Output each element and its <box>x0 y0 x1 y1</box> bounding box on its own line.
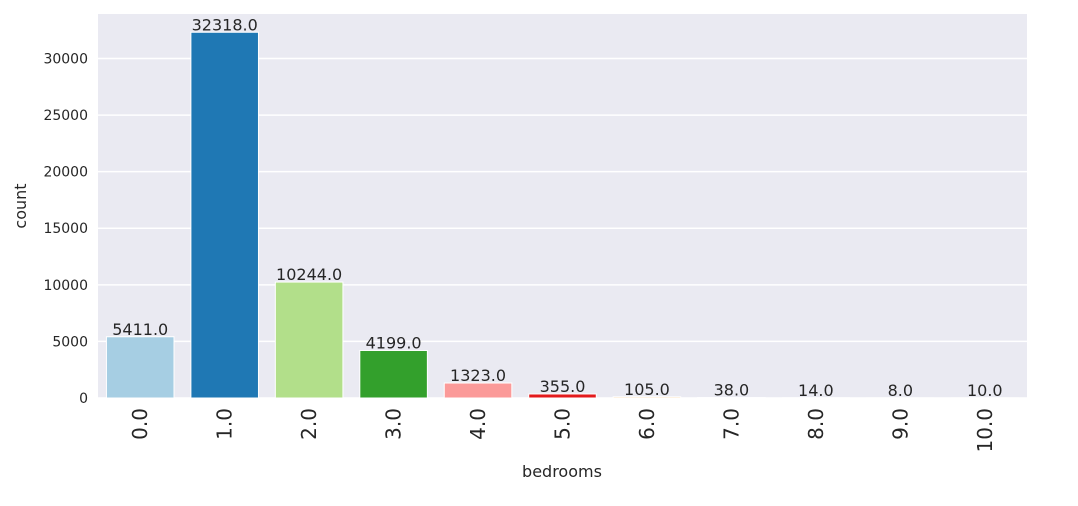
bar <box>359 349 428 399</box>
bar <box>443 382 513 399</box>
x-axis-label: bedrooms <box>522 462 602 481</box>
x-tick-label: 9.0 <box>888 408 912 440</box>
x-tick-label: 4.0 <box>466 408 490 440</box>
bar-value-label: 105.0 <box>624 380 670 399</box>
y-tick-label: 5000 <box>52 334 88 350</box>
bar-value-label: 10244.0 <box>276 265 342 284</box>
y-tick-label: 30000 <box>43 51 88 67</box>
y-axis-label: count <box>11 183 30 228</box>
bar-value-label: 14.0 <box>798 381 834 400</box>
x-tick-label: 0.0 <box>128 408 152 440</box>
y-tick-label: 25000 <box>43 108 88 124</box>
bar <box>612 396 682 399</box>
bar-value-label: 5411.0 <box>112 320 168 339</box>
x-tick-label: 10.0 <box>973 408 997 453</box>
x-tick-label: 6.0 <box>635 408 659 440</box>
bar <box>105 336 175 399</box>
bar <box>274 281 344 399</box>
y-tick-label: 15000 <box>43 221 88 237</box>
bar <box>528 393 597 399</box>
bar-value-label: 355.0 <box>540 377 586 396</box>
x-tick-label: 1.0 <box>213 408 237 440</box>
bar-value-label: 8.0 <box>888 381 913 400</box>
bar <box>190 31 259 399</box>
bar-value-label: 1323.0 <box>450 366 506 385</box>
x-tick-label: 5.0 <box>551 408 575 440</box>
x-tick-label: 2.0 <box>297 408 321 440</box>
y-axis-ticks: 0 5000 10000 15000 20000 25000 30000 <box>43 51 88 407</box>
y-tick-label: 0 <box>79 391 88 407</box>
bar-value-label: 32318.0 <box>192 15 258 34</box>
y-tick-label: 20000 <box>43 165 88 181</box>
data-labels: 5411.0 32318.0 10244.0 4199.0 1323.0 355.0 105… <box>112 15 1002 400</box>
x-tick-label: 3.0 <box>382 408 406 440</box>
x-axis-ticks: 0.0 1.0 2.0 3.0 4.0 5.0 6.0 7.0 8.0 9.0 10.0 <box>128 408 997 453</box>
y-tick-label: 10000 <box>43 278 88 294</box>
bar-value-label: 10.0 <box>967 381 1003 400</box>
bar-value-label: 4199.0 <box>366 333 422 352</box>
x-tick-label: 8.0 <box>804 408 828 440</box>
x-tick-label: 7.0 <box>719 408 743 440</box>
bars <box>105 31 1020 399</box>
bar-value-label: 38.0 <box>714 381 750 400</box>
